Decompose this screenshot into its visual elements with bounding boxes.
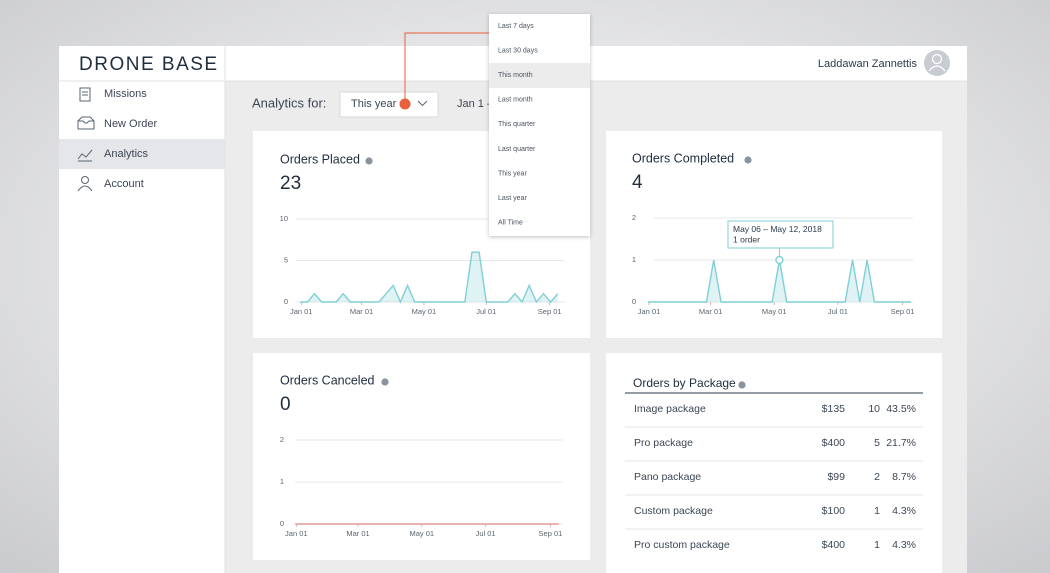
table-cell: $400 bbox=[822, 539, 846, 551]
table-cell: $99 bbox=[827, 471, 845, 483]
x-tick-label: Sep 01 bbox=[538, 307, 562, 316]
card-title: Orders Canceled bbox=[280, 373, 375, 387]
dropdown-option[interactable]: All Time bbox=[498, 220, 523, 227]
line bbox=[300, 251, 559, 304]
dropdown-option[interactable]: This month bbox=[498, 72, 533, 79]
card bbox=[606, 353, 942, 573]
chevron bbox=[417, 100, 428, 107]
x-tick-label: Jan 01 bbox=[285, 529, 308, 538]
table-cell: 8.7% bbox=[892, 471, 916, 483]
point bbox=[775, 255, 784, 265]
sidebar: Missions New Order Analytics Account bbox=[104, 88, 158, 190]
dropdown-option[interactable]: Last year bbox=[498, 195, 527, 202]
sidebar-item[interactable]: Analytics bbox=[104, 148, 149, 160]
help-icon[interactable] bbox=[744, 156, 752, 164]
y-tick-label: 2 bbox=[280, 435, 284, 444]
dropdown-option[interactable]: Last 7 days bbox=[498, 23, 534, 30]
x-tick-label: Jul 01 bbox=[476, 529, 496, 538]
table-cell: 21.7% bbox=[886, 437, 916, 449]
dropdown bbox=[489, 14, 590, 236]
sidebar-item[interactable]: Missions bbox=[104, 88, 147, 100]
table-title: Orders by Package bbox=[633, 376, 736, 390]
help-icon[interactable] bbox=[381, 378, 389, 386]
table-cell: 1 bbox=[874, 539, 880, 551]
sidebar-item[interactable]: Account bbox=[104, 178, 144, 190]
logo: DRONE BASE bbox=[79, 54, 219, 75]
table-cell: Pro custom package bbox=[634, 539, 730, 551]
card-total: 0 bbox=[280, 394, 291, 415]
y-tick-label: 1 bbox=[280, 477, 284, 486]
x-tick-label: May 01 bbox=[412, 307, 437, 316]
dropdown-option[interactable]: Last 30 days bbox=[498, 47, 538, 54]
help-icon[interactable] bbox=[365, 157, 373, 165]
range-select-value[interactable]: This year bbox=[351, 98, 397, 110]
callout-line bbox=[404, 32, 489, 104]
table-cell: 5 bbox=[874, 437, 880, 449]
x-tick-label: Sep 01 bbox=[891, 307, 915, 316]
table-cell: $400 bbox=[822, 437, 846, 449]
dropdown-hover bbox=[489, 63, 590, 88]
card-total: 23 bbox=[280, 173, 301, 194]
x-tick-label: Jul 01 bbox=[828, 307, 848, 316]
filter-label: Analytics for: bbox=[252, 95, 326, 110]
table-cell: Custom package bbox=[634, 505, 713, 517]
x-tick-label: Mar 01 bbox=[346, 529, 369, 538]
avatar[interactable] bbox=[924, 50, 950, 76]
table-cell: Pro package bbox=[634, 437, 693, 449]
package-table: Orders by Package Image package $135 10 43.5… bbox=[625, 376, 923, 551]
tooltip bbox=[727, 220, 834, 249]
table-cell: 4.3% bbox=[892, 539, 916, 551]
tooltip-text: May 06 – May 12, 2018 bbox=[733, 224, 822, 234]
tooltip-subtext: 1 order bbox=[733, 234, 760, 244]
area bbox=[648, 260, 911, 302]
x-tick-label: May 01 bbox=[410, 529, 435, 538]
dropdown-option[interactable]: Last quarter bbox=[498, 146, 536, 153]
dropdown-option[interactable]: Last month bbox=[498, 97, 533, 104]
dropdown-options: Last 7 days Last 30 days This month Last mo… bbox=[498, 23, 538, 227]
dropdown-option[interactable]: This year bbox=[498, 170, 527, 177]
table-cell: 10 bbox=[868, 403, 880, 415]
table-cell: Pano package bbox=[634, 471, 701, 483]
callout-dot bbox=[399, 98, 411, 110]
help-icon[interactable] bbox=[738, 381, 746, 389]
x-tick-label: Sep 01 bbox=[539, 529, 563, 538]
card-title: Orders Placed bbox=[280, 152, 360, 166]
y-tick-label: 2 bbox=[632, 213, 636, 222]
x-tick-label: May 01 bbox=[762, 307, 787, 316]
dropdown-option[interactable]: This quarter bbox=[498, 121, 536, 128]
area bbox=[300, 252, 558, 302]
y-tick-label: 0 bbox=[284, 297, 288, 306]
y-tick-label: 1 bbox=[632, 255, 636, 264]
sidebar-item[interactable]: New Order bbox=[104, 118, 158, 130]
table-cell: $135 bbox=[822, 403, 846, 415]
x-tick-label: Mar 01 bbox=[699, 307, 722, 316]
x-tick-label: Mar 01 bbox=[350, 307, 373, 316]
sidebar-selected bbox=[59, 139, 225, 169]
card-total: 4 bbox=[632, 172, 643, 193]
x-tick-label: Jan 01 bbox=[290, 307, 313, 316]
date-range: Jan 1 – bbox=[457, 98, 494, 110]
x-tick-label: Jul 01 bbox=[476, 307, 496, 316]
user-name[interactable]: Laddawan Zannettis bbox=[818, 58, 918, 70]
table-cell: 43.5% bbox=[886, 403, 916, 415]
table-cell: Image package bbox=[634, 403, 706, 415]
table-cell: 2 bbox=[874, 471, 880, 483]
card-title: Orders Completed bbox=[632, 151, 734, 165]
y-tick-label: 10 bbox=[280, 214, 288, 223]
sidebar-icons bbox=[77, 87, 95, 192]
y-tick-label: 0 bbox=[632, 297, 636, 306]
y-tick-label: 0 bbox=[280, 519, 284, 528]
x-tick-label: Jan 01 bbox=[638, 307, 661, 316]
table-cell: 4.3% bbox=[892, 505, 916, 517]
y-tick-label: 5 bbox=[284, 255, 288, 264]
table-cell: $100 bbox=[822, 505, 846, 517]
table-cell: 1 bbox=[874, 505, 880, 517]
